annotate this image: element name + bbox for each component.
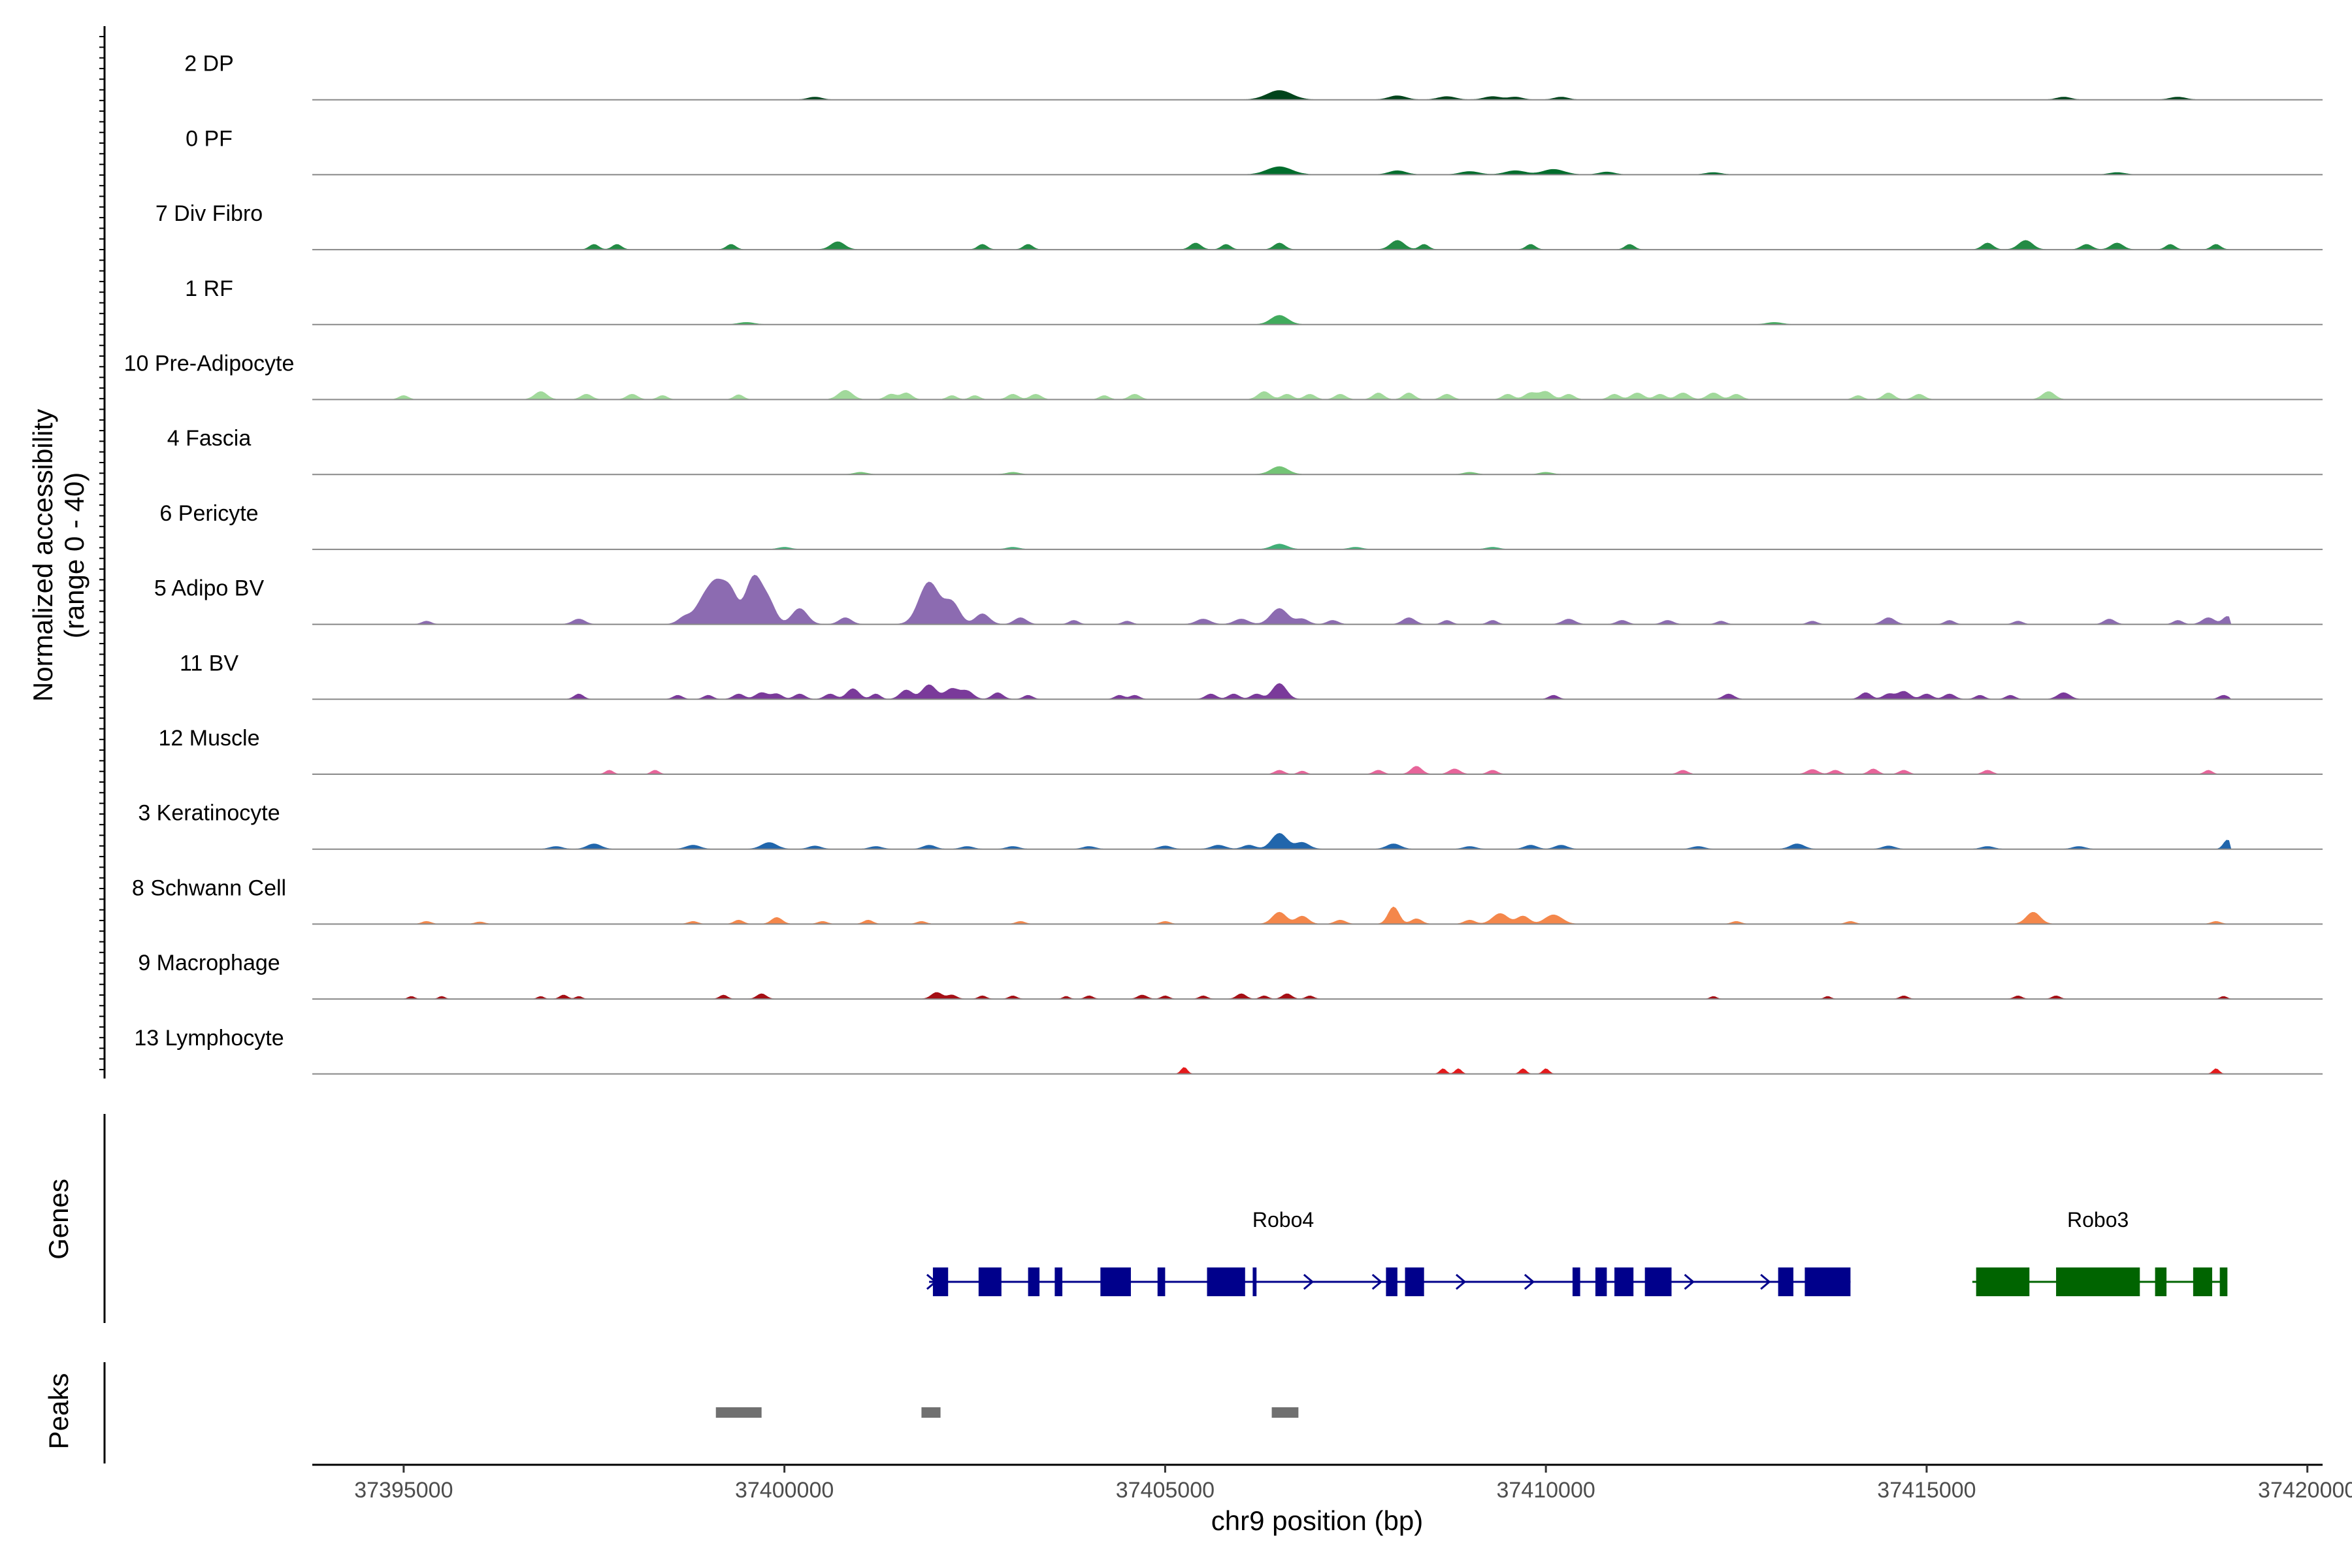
gene-exon [1644,1267,1672,1296]
gene-exon [932,1267,949,1296]
gene-exon [1614,1267,1634,1296]
coverage-area-0-pf [312,166,2323,175]
peak-annotation-panel [103,1362,1299,1463]
peak-region [715,1407,762,1418]
strand-arrow [1760,1273,1771,1290]
gene-label-robo4: Robo4 [1252,1208,1314,1232]
gene-exon [1595,1267,1607,1296]
peak-region [921,1407,941,1418]
peak-region [1271,1407,1299,1418]
gene-label-robo3: Robo3 [2067,1208,2129,1232]
gene-exon [1157,1267,1166,1296]
gene-exon [2193,1267,2212,1296]
track-label-12-muscle: 12 Muscle [159,726,260,751]
x-tick-label: 37410000 [1497,1478,1595,1503]
y-axis-title-line2: (range 0 - 40) [59,472,90,638]
track-2-dp [312,90,2323,101]
track-6-pericyte [312,544,2323,550]
track-3-keratinocyte [312,832,2323,850]
coverage-area-8-schwann-cell [312,906,2323,924]
track-label-11-bv: 11 BV [180,651,238,676]
x-tick-label: 37415000 [1877,1478,1976,1503]
coverage-area-13-lymphocyte [312,1067,2323,1075]
x-tick-label: 37405000 [1116,1478,1215,1503]
gene-exon [1252,1267,1257,1296]
track-label-3-keratinocyte: 3 Keratinocyte [138,801,280,826]
track-label-0-pf: 0 PF [186,126,233,151]
track-1-rf [312,315,2323,325]
strand-arrow [1303,1273,1315,1290]
x-axis: 37395000 37400000 37405000 37410000 37415000… [312,1463,2352,1503]
coverage-area-10-pre-adipocyte [312,389,2323,400]
gene-exon [1207,1267,1245,1296]
track-label-4-fascia: 4 Fascia [167,426,252,451]
track-11-bv [312,683,2323,700]
gene-exon [978,1267,1002,1296]
coverage-area-6-pericyte [312,544,2323,550]
gene-exon [1805,1267,1851,1296]
track-10-pre-adipocyte [312,389,2323,400]
gene-annotation-panel: Robo4 Robo3 [103,1114,2228,1323]
gene-exon [1054,1267,1063,1296]
strand-arrow [1371,1273,1383,1290]
track-12-muscle [312,766,2323,775]
gene-exon [1100,1267,1131,1296]
track-label-13-lymphocyte: 13 Lymphocyte [134,1026,284,1051]
track-8-schwann-cell [312,906,2323,925]
strand-arrow [1524,1273,1535,1290]
strand-arrow [1455,1273,1467,1290]
gene-exon [2056,1267,2140,1296]
coverage-area-3-keratinocyte [312,832,2323,850]
coverage-area-1-rf [312,315,2323,325]
gene-exon [1405,1267,1424,1296]
coverage-area-11-bv [312,683,2323,700]
gene-exon [1572,1267,1580,1296]
strand-arrow [1684,1273,1695,1290]
gene-robo4: Robo4 [926,1208,1851,1296]
coverage-tracks [312,90,2323,1075]
coverage-area-12-muscle [312,766,2323,775]
y-axis-title-line1: Normalized accessibility [27,409,58,702]
x-tick-label: 37395000 [354,1478,453,1503]
coverage-area-9-macrophage [312,992,2323,1000]
track-label-6-pericyte: 6 Pericyte [159,501,258,526]
track-label-5-adipo-bv: 5 Adipo BV [154,576,265,601]
track-9-macrophage [312,992,2323,1000]
x-tick-label: 37400000 [735,1478,834,1503]
gene-exon [2219,1267,2228,1296]
track-label-9-macrophage: 9 Macrophage [138,951,280,975]
gene-exon [1386,1267,1397,1296]
x-axis-title: chr9 position (bp) [1211,1505,1424,1536]
track-label-2-dp: 2 DP [184,52,234,76]
x-tick-label: 37420000 [2258,1478,2352,1503]
track-13-lymphocyte [312,1067,2323,1075]
genes-panel-title: Genes [43,1179,74,1260]
coverage-area-2-dp [312,90,2323,101]
track-4-fascia [312,466,2323,476]
gene-exon [1976,1267,2030,1296]
coverage-area-5-adipo-bv [312,574,2323,625]
gene-exon [1778,1267,1793,1296]
strand-arrow [926,1273,938,1290]
track-label-1-rf: 1 RF [185,276,233,301]
track-label-10-pre-adipocyte: 10 Pre-Adipocyte [124,351,295,376]
track-5-adipo-bv [312,574,2323,625]
gene-robo3: Robo3 [1972,1208,2228,1296]
track-0-pf [312,166,2323,176]
gene-exon [2155,1267,2167,1296]
track-label-7-div-fibro: 7 Div Fibro [155,201,263,226]
peaks-panel-title: Peaks [43,1373,74,1450]
coverage-area-4-fascia [312,466,2323,475]
gene-exon [1028,1267,1040,1296]
coverage-area-7-div-fibro [312,240,2323,250]
track-7-div-fibro [312,240,2323,251]
track-labels: 2 DP 0 PF 7 Div Fibro 1 RF 10 Pre-Adipocyte 4… [99,26,294,1079]
track-label-8-schwann-cell: 8 Schwann Cell [132,875,286,900]
